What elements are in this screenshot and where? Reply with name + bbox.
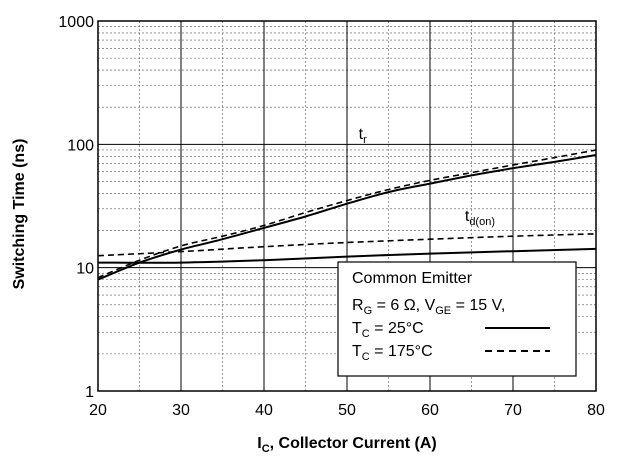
legend-vge-sub: GE xyxy=(435,305,451,317)
annotation-tr-main: t xyxy=(359,126,364,143)
series-line-1 xyxy=(97,149,597,279)
x-tick-label: 70 xyxy=(504,402,522,419)
x-axis-title-rest: , Collector Current (A) xyxy=(270,435,437,452)
y-tick-label: 1000 xyxy=(58,14,94,31)
x-tick-label: 50 xyxy=(338,402,356,419)
legend-conditions: RG = 6 Ω, VGE = 15 V, xyxy=(352,297,505,317)
legend-entry-175c-main: T xyxy=(352,343,362,360)
legend-entry-25c: TC = 25°C xyxy=(352,320,424,340)
x-axis-title-sub: C xyxy=(262,443,270,455)
series-line-0 xyxy=(97,154,597,281)
annotation-tdon-main: t xyxy=(465,208,470,225)
legend-vge-val: = 15 V, xyxy=(451,297,505,314)
legend-rg-main: R xyxy=(352,297,364,314)
y-tick-label: 100 xyxy=(67,137,94,154)
y-tick-label: 10 xyxy=(76,261,94,278)
legend-entry-25c-sub: C xyxy=(362,328,370,340)
series-line-2 xyxy=(97,247,597,264)
x-tick-label: 60 xyxy=(421,402,439,419)
y-tick-label: 1 xyxy=(85,384,94,401)
annotation-tr-sub: r xyxy=(363,134,367,146)
legend-box xyxy=(337,261,577,377)
legend-rg-val: = 6 Ω, xyxy=(372,297,424,314)
annotation-tdon: td(on) xyxy=(465,208,495,228)
annotation-tdon-sub: d(on) xyxy=(469,216,495,228)
legend-title: Common Emitter xyxy=(352,270,473,287)
x-axis-title-main: I xyxy=(257,435,261,452)
legend-vge-main: V xyxy=(425,297,436,314)
legend: Common Emitter RG = 6 Ω, VGE = 15 V, TC … xyxy=(337,261,577,377)
series-layer xyxy=(97,149,597,281)
legend-entry-175c-sub: C xyxy=(362,351,370,363)
plot-frame xyxy=(97,20,597,392)
legend-entry-25c-main: T xyxy=(352,320,362,337)
x-axis-title: IC, Collector Current (A) xyxy=(257,435,437,455)
y-tick-labels: 1 10 100 1000 xyxy=(58,14,94,401)
legend-entry-175c-val: = 175°C xyxy=(370,343,433,360)
series-line-3 xyxy=(97,233,597,257)
x-tick-label: 40 xyxy=(255,402,273,419)
legend-entry-25c-val: = 25°C xyxy=(370,320,424,337)
y-axis-title: Switching Time (ns) xyxy=(11,139,28,290)
x-tick-label: 20 xyxy=(89,402,107,419)
legend-entry-175c: TC = 175°C xyxy=(352,343,433,363)
legend-rg-sub: G xyxy=(364,305,373,317)
x-tick-label: 80 xyxy=(587,402,605,419)
x-tick-label: 30 xyxy=(172,402,190,419)
x-tick-labels: 20 30 40 50 60 70 80 xyxy=(89,402,605,419)
annotation-tr: tr xyxy=(359,126,367,146)
